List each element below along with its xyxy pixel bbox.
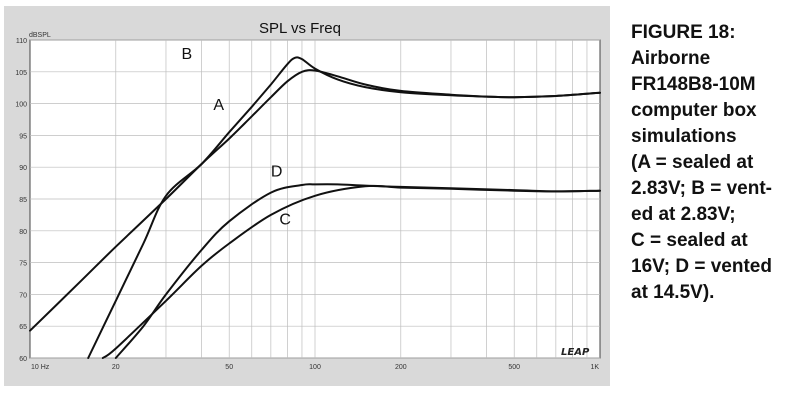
chart-title: SPL vs Freq [259,20,341,37]
caption-line: FR148B8-10M [631,74,756,95]
x-tick-label: 1K [590,364,599,371]
caption-line: ed at 2.83V; [631,204,736,225]
curve-label-d: D [271,164,283,181]
x-tick-label: 500 [508,364,520,371]
x-tick-label: 10 Hz [31,364,50,371]
y-tick-label: 110 [16,38,27,45]
caption-line: simulations [631,126,737,147]
y-tick-label: 105 [15,70,27,77]
figure-caption: FIGURE 18: Airborne FR148B8-10M computer b… [631,20,796,306]
leap-logo: LEAP [561,347,590,358]
curve-b [87,56,601,359]
y-tick-label: 90 [19,165,27,172]
spl-vs-freq-chart: 60 65 70 75 80 85 90 95 100 105 110 10 Hz 20 50 100 20… [15,20,601,371]
curve-labels: A B C D [181,46,290,228]
y-axis-label: dBSPL [29,32,51,39]
x-tick-label: 200 [395,364,407,371]
y-tick-label: 95 [19,133,27,140]
y-tick-label: 70 [19,292,27,299]
caption-title: FIGURE 18: [631,22,736,43]
y-tick-label: 85 [19,197,27,204]
grid-vertical [115,40,588,358]
y-tick-label: 75 [19,261,27,268]
curve-label-b: B [181,46,192,63]
curve-label-c: C [279,211,291,228]
caption-line: Airborne [631,48,711,69]
x-tick-label: 100 [309,364,321,371]
y-tick-labels: 60 65 70 75 80 85 90 95 100 105 110 [15,38,27,363]
caption-line: computer box [631,100,757,121]
caption-line: at 14.5V). [631,282,715,303]
y-tick-label: 60 [19,356,27,363]
x-tick-labels: 10 Hz 20 50 100 200 500 1K [31,364,599,371]
caption-body: Airborne FR148B8-10M computer box simulatio… [631,46,796,306]
caption-line: C = sealed at [631,230,748,251]
caption-line: 16V; D = vented [631,256,772,277]
y-tick-label: 65 [19,324,27,331]
caption-line: (A = sealed at [631,152,754,173]
caption-line: 2.83V; B = vent- [631,178,772,199]
x-tick-label: 50 [225,364,233,371]
x-tick-label: 20 [112,364,120,371]
y-tick-label: 80 [19,229,27,236]
curve-d [114,183,601,359]
response-curves [29,56,601,359]
curve-label-a: A [213,97,224,114]
y-tick-label: 100 [15,102,27,109]
